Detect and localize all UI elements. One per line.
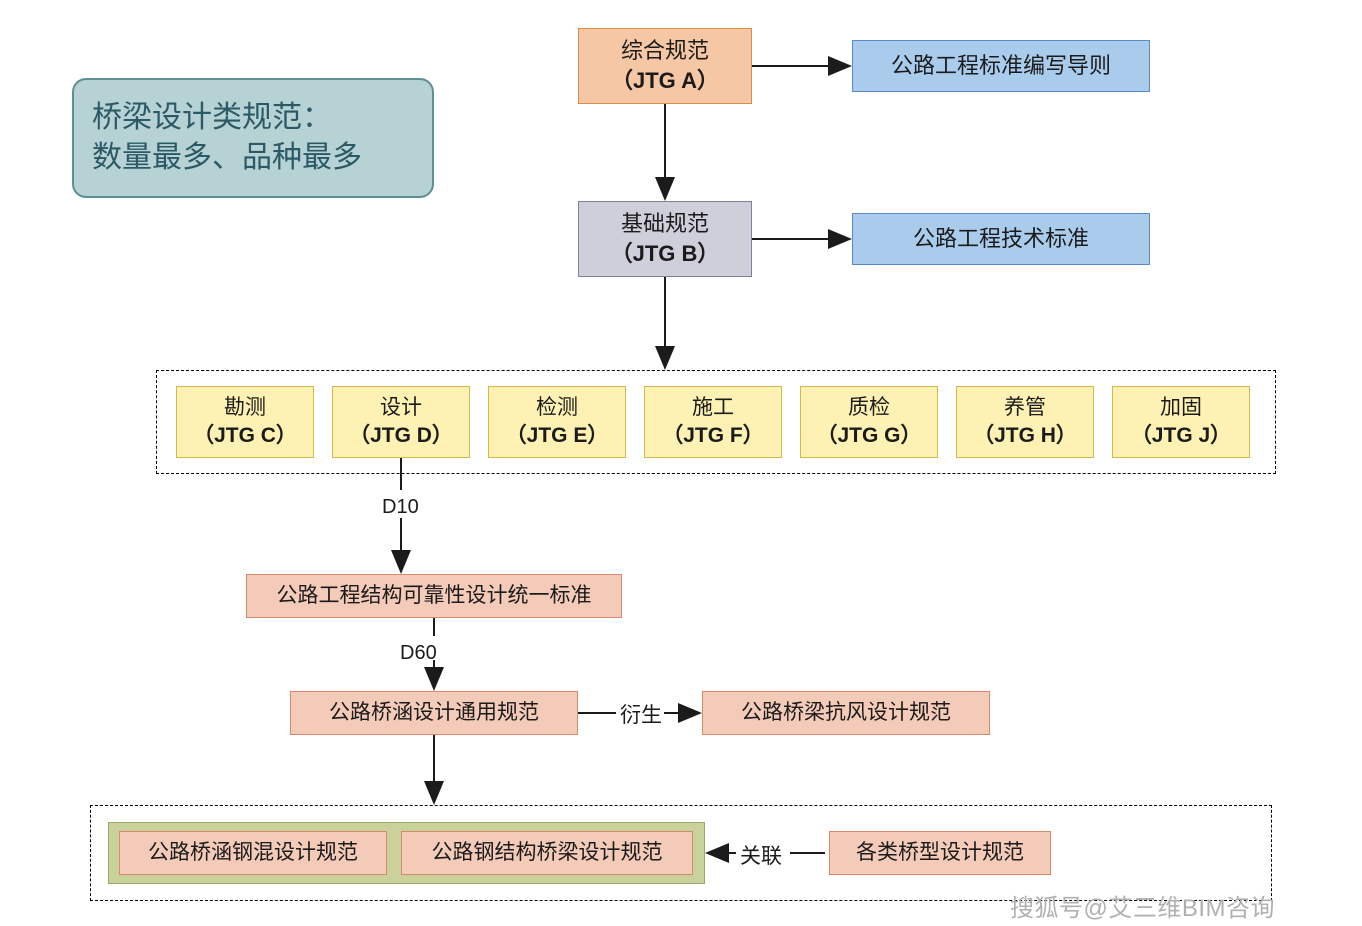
title-line2: 数量最多、品种最多 bbox=[92, 138, 362, 179]
category-sublabel: （JTG G） bbox=[816, 422, 921, 450]
category-box: 施工（JTG F） bbox=[644, 386, 782, 458]
watermark: 搜狐号@艾三维BIM咨询 bbox=[1010, 888, 1275, 923]
category-box: 设计（JTG D） bbox=[332, 386, 470, 458]
node-d60: 公路桥涵设计通用规范 bbox=[290, 691, 578, 735]
node-sublabel: （JTG A） bbox=[611, 66, 719, 96]
node-label: 公路桥涵钢混设计规范 bbox=[148, 839, 358, 867]
node-label: 基础规范 bbox=[621, 209, 709, 239]
edge-label-d10: D10 bbox=[382, 494, 419, 521]
category-label: 施工 bbox=[692, 394, 734, 422]
node-label: 公路工程标准编写导则 bbox=[891, 51, 1111, 81]
category-label: 养管 bbox=[1004, 394, 1046, 422]
category-label: 加固 bbox=[1160, 394, 1202, 422]
title-line1: 桥梁设计类规范： bbox=[92, 98, 332, 139]
node-jtg-b-right: 公路工程技术标准 bbox=[852, 213, 1150, 265]
edge-label-d60: D60 bbox=[400, 640, 437, 667]
category-box: 养管（JTG H） bbox=[956, 386, 1094, 458]
node-label: 公路工程技术标准 bbox=[913, 224, 1089, 254]
category-label: 检测 bbox=[536, 394, 578, 422]
node-label: 综合规范 bbox=[621, 36, 709, 66]
category-label: 质检 bbox=[848, 394, 890, 422]
node-d10: 公路工程结构可靠性设计统一标准 bbox=[246, 574, 622, 618]
edge-label-derive: 衍生 bbox=[620, 702, 662, 730]
node-label: 各类桥型设计规范 bbox=[856, 839, 1024, 867]
node-label: 公路工程结构可靠性设计统一标准 bbox=[277, 582, 592, 610]
node-sublabel: （JTG B） bbox=[611, 239, 720, 269]
node-wind: 公路桥梁抗风设计规范 bbox=[702, 691, 990, 735]
category-sublabel: （JTG F） bbox=[662, 422, 764, 450]
category-sublabel: （JTG H） bbox=[973, 422, 1077, 450]
node-label: 公路桥梁抗风设计规范 bbox=[741, 699, 951, 727]
category-box: 勘测（JTG C） bbox=[176, 386, 314, 458]
category-box: 质检（JTG G） bbox=[800, 386, 938, 458]
category-box: 加固（JTG J） bbox=[1112, 386, 1250, 458]
category-box: 检测（JTG E） bbox=[488, 386, 626, 458]
node-label: 公路钢结构桥梁设计规范 bbox=[432, 839, 663, 867]
category-label: 勘测 bbox=[224, 394, 266, 422]
edge-label-relate: 关联 bbox=[740, 843, 782, 871]
node-jtg-b: 基础规范 （JTG B） bbox=[578, 201, 752, 277]
node-jtg-a-right: 公路工程标准编写导则 bbox=[852, 40, 1150, 92]
node-bottom1: 公路桥涵钢混设计规范 bbox=[119, 831, 387, 875]
category-sublabel: （JTG C） bbox=[193, 422, 297, 450]
node-label: 公路桥涵设计通用规范 bbox=[329, 699, 539, 727]
category-sublabel: （JTG E） bbox=[506, 422, 609, 450]
node-bottom2: 公路钢结构桥梁设计规范 bbox=[401, 831, 693, 875]
node-jtg-a: 综合规范 （JTG A） bbox=[578, 28, 752, 104]
title-panel: 桥梁设计类规范： 数量最多、品种最多 bbox=[72, 78, 434, 198]
category-sublabel: （JTG D） bbox=[349, 422, 453, 450]
category-sublabel: （JTG J） bbox=[1131, 422, 1231, 450]
node-bottom3: 各类桥型设计规范 bbox=[829, 831, 1051, 875]
category-label: 设计 bbox=[380, 394, 422, 422]
